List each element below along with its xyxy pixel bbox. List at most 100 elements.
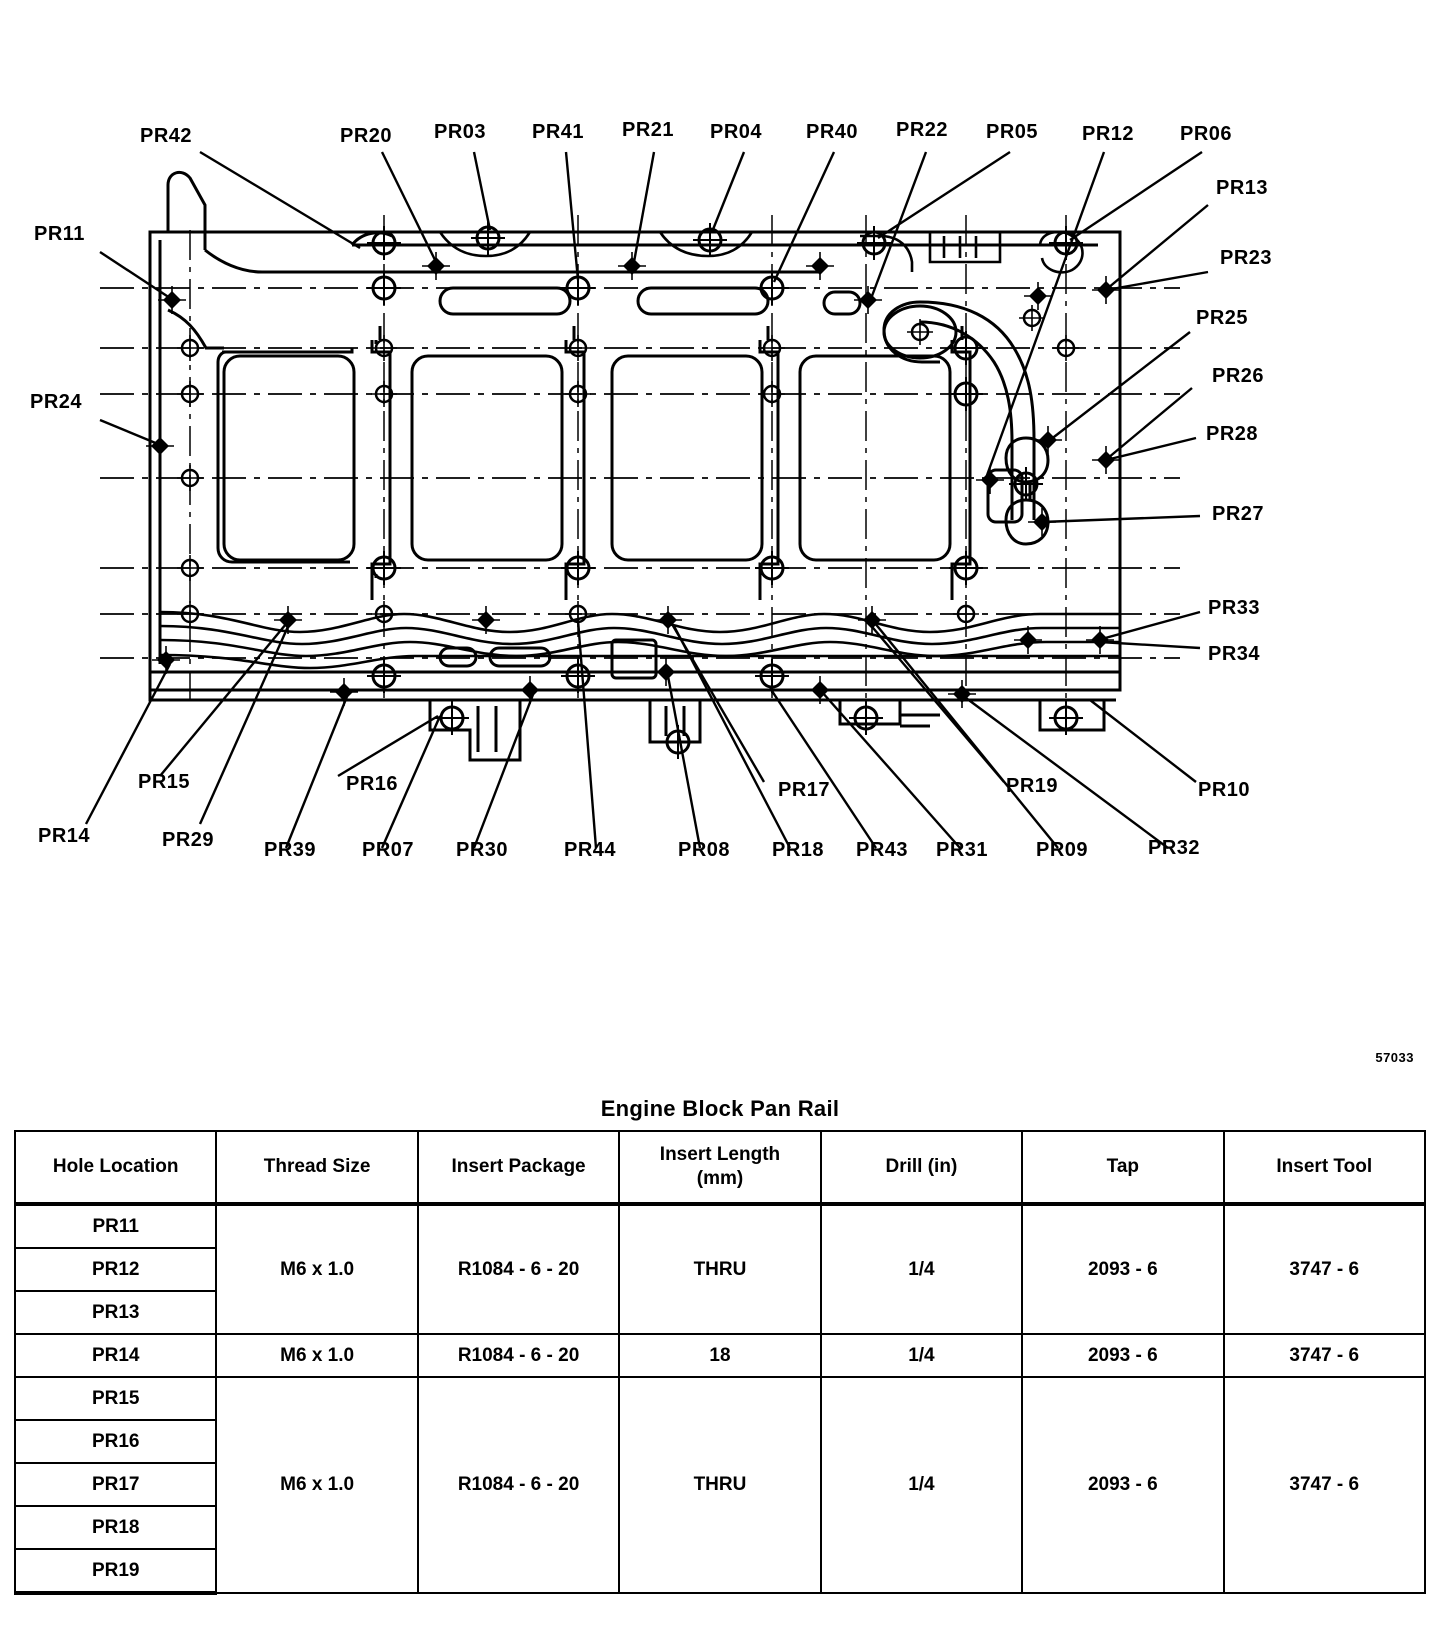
col-insert-package-label: Insert Package bbox=[451, 1156, 586, 1178]
hole-location-cell: PR17 bbox=[13, 1462, 218, 1507]
drill-cell: 1/4 bbox=[819, 1333, 1024, 1378]
hole-location-cell: PR16 bbox=[13, 1419, 218, 1464]
callout-label-pr16: PR16 bbox=[346, 773, 399, 795]
callout-label-pr14: PR14 bbox=[38, 825, 91, 847]
hole-location-cell: PR14 bbox=[13, 1333, 218, 1378]
callout-label-pr32: PR32 bbox=[1148, 837, 1201, 859]
col-hole-location: Hole Location bbox=[13, 1130, 218, 1206]
hole-location-cell: PR19 bbox=[13, 1548, 218, 1595]
col-insert-length-label: Insert Length bbox=[659, 1144, 781, 1166]
table-header-row: Hole Location Thread Size Insert Package… bbox=[13, 1130, 1427, 1206]
callout-label-pr39: PR39 bbox=[264, 839, 317, 861]
col-hole-location-label: Hole Location bbox=[52, 1156, 179, 1178]
col-insert-tool: Insert Tool bbox=[1222, 1130, 1427, 1206]
table-row: PR17 bbox=[13, 1462, 1425, 1507]
col-thread-size-label: Thread Size bbox=[263, 1156, 371, 1178]
callout-label-pr22: PR22 bbox=[896, 119, 949, 141]
insert-package-cell: R1084 - 6 - 20 bbox=[416, 1203, 621, 1335]
table-row: PR15 M6 x 1.0 R1084 - 6 - 20 THRU 1/4 20… bbox=[13, 1376, 1427, 1594]
insert-length-cell: THRU bbox=[618, 1376, 822, 1594]
callout-label-pr07: PR07 bbox=[362, 839, 415, 861]
callout-label-pr04: PR04 bbox=[710, 121, 763, 143]
callout-label-pr43: PR43 bbox=[856, 839, 909, 861]
hole-location-cell: PR18 bbox=[13, 1505, 218, 1550]
callout-label-pr44: PR44 bbox=[564, 839, 617, 861]
insert-tool-cell: 3747 - 6 bbox=[1222, 1376, 1427, 1594]
insert-package-cell: R1084 - 6 - 20 bbox=[416, 1333, 621, 1378]
callout-label-pr33: PR33 bbox=[1208, 597, 1261, 619]
callout-label-pr10: PR10 bbox=[1198, 779, 1251, 801]
table-header: Hole Location Thread Size Insert Package… bbox=[13, 1130, 1427, 1206]
callout-label-pr12: PR12 bbox=[1082, 123, 1135, 145]
callout-label-pr06: PR06 bbox=[1180, 123, 1233, 145]
callout-label-pr29: PR29 bbox=[162, 829, 215, 851]
hole-location-cell: PR13 bbox=[13, 1290, 218, 1335]
callout-label-pr11: PR11 bbox=[34, 223, 85, 245]
insert-package-cell: R1084 - 6 - 20 bbox=[416, 1376, 621, 1594]
callout-label-pr13: PR13 bbox=[1216, 177, 1269, 199]
drawing-number: 57033 bbox=[1375, 1050, 1414, 1065]
callout-label-pr17: PR17 bbox=[778, 779, 831, 801]
insert-length-cell: 18 bbox=[618, 1333, 822, 1378]
callout-label-pr18: PR18 bbox=[772, 839, 825, 861]
callout-label-pr27: PR27 bbox=[1212, 503, 1265, 525]
callout-label-pr40: PR40 bbox=[806, 121, 859, 143]
hole-specification-table: Hole Location Thread Size Insert Package… bbox=[13, 1130, 1427, 1595]
col-drill-label: Drill (in) bbox=[885, 1156, 958, 1178]
tap-cell: 2093 - 6 bbox=[1021, 1333, 1225, 1378]
table-row: PR14 M6 x 1.0 R1084 - 6 - 20 18 1/4 2093… bbox=[13, 1333, 1427, 1378]
block-outline bbox=[148, 170, 1122, 674]
thread-size-cell: M6 x 1.0 bbox=[215, 1333, 419, 1378]
tap-cell: 2093 - 6 bbox=[1021, 1376, 1225, 1594]
table-body: PR11 M6 x 1.0 R1084 - 6 - 20 THRU 1/4 20… bbox=[13, 1203, 1427, 1595]
col-tap-label: Tap bbox=[1106, 1156, 1139, 1178]
table-row: PR18 bbox=[13, 1505, 1425, 1550]
callout-label-pr21: PR21 bbox=[622, 119, 675, 141]
callout-label-pr09: PR09 bbox=[1036, 839, 1089, 861]
leader-lines-right bbox=[1041, 204, 1209, 650]
callout-label-pr05: PR05 bbox=[986, 121, 1039, 143]
hole-location-cell: PR12 bbox=[13, 1247, 218, 1292]
col-insert-tool-label: Insert Tool bbox=[1276, 1156, 1373, 1178]
table-row: PR11 M6 x 1.0 R1084 - 6 - 20 THRU 1/4 20… bbox=[13, 1203, 1427, 1335]
callout-label-pr42: PR42 bbox=[140, 125, 193, 147]
leader-lines-bottom bbox=[84, 619, 1197, 849]
table-row: PR13 bbox=[13, 1290, 1425, 1335]
insert-tool-cell: 3747 - 6 bbox=[1222, 1333, 1427, 1378]
leader-lines-top bbox=[199, 150, 1203, 479]
callout-label-pr26: PR26 bbox=[1212, 365, 1265, 387]
hole-location-cell: PR15 bbox=[13, 1376, 218, 1421]
drill-cell: 1/4 bbox=[819, 1203, 1024, 1335]
center-axes bbox=[100, 287, 1180, 659]
engine-block-drawing bbox=[84, 150, 1209, 849]
callout-label-pr08: PR08 bbox=[678, 839, 731, 861]
thread-size-cell: M6 x 1.0 bbox=[215, 1376, 419, 1594]
col-drill: Drill (in) bbox=[819, 1130, 1024, 1206]
table-title: Engine Block Pan Rail bbox=[600, 1096, 840, 1121]
leader-lines-left bbox=[99, 250, 171, 446]
table-row: PR16 bbox=[13, 1419, 1425, 1464]
callout-label-pr25: PR25 bbox=[1196, 307, 1249, 329]
insert-length-cell: THRU bbox=[618, 1203, 822, 1335]
deck-slots bbox=[438, 286, 1024, 680]
drill-cell: 1/4 bbox=[819, 1376, 1024, 1594]
col-thread-size: Thread Size bbox=[215, 1130, 419, 1206]
callout-label-pr41: PR41 bbox=[532, 121, 585, 143]
thread-size-cell: M6 x 1.0 bbox=[215, 1203, 419, 1335]
table-row: PR12 bbox=[13, 1247, 1425, 1292]
callout-label-pr24: PR24 bbox=[30, 391, 83, 413]
callout-label-pr20: PR20 bbox=[340, 125, 393, 147]
callout-label-pr28: PR28 bbox=[1206, 423, 1259, 445]
oil-gallery-detail bbox=[882, 300, 1050, 546]
callout-label-pr03: PR03 bbox=[434, 121, 487, 143]
callout-label-pr19: PR19 bbox=[1006, 775, 1059, 797]
col-insert-package: Insert Package bbox=[416, 1130, 621, 1206]
insert-tool-cell: 3747 - 6 bbox=[1222, 1203, 1427, 1335]
callout-label-pr23: PR23 bbox=[1220, 247, 1273, 269]
callout-label-pr31: PR31 bbox=[936, 839, 989, 861]
tap-cell: 2093 - 6 bbox=[1021, 1203, 1225, 1335]
col-tap: Tap bbox=[1021, 1130, 1225, 1206]
col-insert-length: Insert Length (mm) bbox=[618, 1130, 822, 1206]
col-insert-length-unit: (mm) bbox=[696, 1168, 744, 1189]
callout-label-pr30: PR30 bbox=[456, 839, 509, 861]
